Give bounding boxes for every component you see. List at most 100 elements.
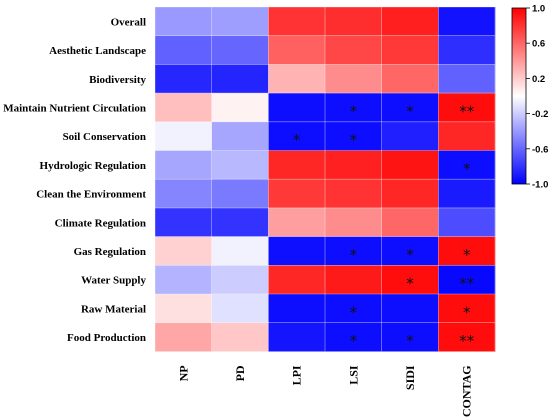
colorbar-tick-label: 0.6 <box>532 39 545 50</box>
heatmap-cell <box>268 294 326 324</box>
heatmap-cell <box>381 207 439 237</box>
row-label: Biodiversity <box>89 74 146 86</box>
heatmap-cell <box>155 236 213 266</box>
heatmap-cell <box>268 236 326 266</box>
heatmap-cell <box>325 7 383 37</box>
column-label: SIDI <box>403 365 417 390</box>
heatmap-cell <box>268 64 326 94</box>
heatmap-cell <box>211 64 269 94</box>
heatmap-cell <box>325 179 383 209</box>
row-labels: Overall Aesthetic Landscape Biodiversity Ma… <box>3 16 146 344</box>
heatmap-cell <box>381 93 439 123</box>
heatmap-cell <box>155 7 213 37</box>
row-label: Raw Material <box>81 303 146 315</box>
heatmap-cell <box>211 294 269 324</box>
significance-marker: ** <box>459 102 475 120</box>
significance-marker: * <box>350 246 358 264</box>
heatmap-cell <box>325 64 383 94</box>
significance-marker: * <box>350 102 358 120</box>
heatmap-cell <box>268 179 326 209</box>
significance-marker: * <box>406 102 414 120</box>
column-label: LPI <box>290 365 304 385</box>
heatmap-cell <box>268 207 326 237</box>
heatmap-cell <box>438 207 496 237</box>
heatmap-cell <box>155 150 213 180</box>
heatmap-cell <box>155 179 213 209</box>
heatmap-cell <box>268 93 326 123</box>
heatmap-cell <box>438 179 496 209</box>
heatmap-cell <box>438 64 496 94</box>
row-label: Climate Regulation <box>55 217 146 229</box>
heatmap-cell <box>268 35 326 65</box>
heatmap-cell <box>155 64 213 94</box>
heatmap-cell <box>155 265 213 295</box>
significance-marker: ** <box>459 275 475 293</box>
significance-marker: ** <box>459 332 475 350</box>
row-label: Soil Conservation <box>63 131 146 143</box>
significance-marker: * <box>350 303 358 321</box>
colorbar-tick-label: -1.0 <box>532 180 548 191</box>
heatmap-cell <box>325 35 383 65</box>
heatmap-cells <box>154 6 496 352</box>
heatmap-cell <box>325 236 383 266</box>
significance-marker: * <box>406 332 414 350</box>
heatmap-cell <box>325 294 383 324</box>
heatmap-cell <box>211 322 269 352</box>
heatmap-cell <box>381 121 439 151</box>
heatmap-cell <box>438 121 496 151</box>
row-label: Hydrologic Regulation <box>40 160 146 172</box>
heatmap-cell <box>381 236 439 266</box>
heatmap-cell <box>268 265 326 295</box>
heatmap-cell <box>438 93 496 123</box>
heatmap-cell <box>381 179 439 209</box>
row-label: Water Supply <box>81 275 146 287</box>
heatmap-cell <box>438 7 496 37</box>
heatmap-cell <box>211 35 269 65</box>
colorbar-tick-label: -0.6 <box>532 144 548 155</box>
heatmap-cell <box>211 150 269 180</box>
heatmap-cell <box>155 35 213 65</box>
heatmap-cell <box>211 207 269 237</box>
heatmap-cell <box>381 150 439 180</box>
heatmap-cell <box>155 121 213 151</box>
significance-marker: * <box>406 246 414 264</box>
colorbar-gradient <box>511 7 527 185</box>
colorbar: 1.0 0.6 0.2 -0.2 -0.6 -1.0 <box>511 4 548 191</box>
colorbar-tick-label: 0.2 <box>532 74 545 85</box>
heatmap-cell <box>211 121 269 151</box>
colorbar-tick-label: -0.2 <box>532 109 548 120</box>
heatmap-cell <box>438 236 496 266</box>
row-label: Clean the Environment <box>36 189 146 201</box>
column-label: PD <box>233 365 247 381</box>
heatmap-cell <box>325 93 383 123</box>
column-label: CONTAG <box>460 365 474 417</box>
heatmap-cell <box>438 294 496 324</box>
heatmap-cell <box>211 265 269 295</box>
row-label: Gas Regulation <box>74 246 146 258</box>
heatmap-cell <box>155 207 213 237</box>
significance-marker: * <box>463 303 471 321</box>
heatmap-cell <box>381 265 439 295</box>
column-label: NP <box>176 365 190 381</box>
heatmap-cell <box>211 236 269 266</box>
heatmap-cell <box>155 322 213 352</box>
heatmap-cell <box>381 322 439 352</box>
heatmap-cell <box>268 121 326 151</box>
column-labels: NP PD LPI LSI SIDI CONTAG <box>176 365 473 417</box>
heatmap-cell <box>211 93 269 123</box>
row-label: Maintain Nutrient Circulation <box>3 102 146 114</box>
heatmap-cell <box>325 207 383 237</box>
heatmap-cell <box>381 7 439 37</box>
heatmap-cell <box>438 35 496 65</box>
heatmap-cell <box>325 265 383 295</box>
heatmap-cell <box>268 150 326 180</box>
heatmap-cell <box>438 265 496 295</box>
significance-markers: * * *** *** * ** *** ** * ** <box>293 102 475 350</box>
row-label: Aesthetic Landscape <box>49 45 146 57</box>
heatmap-cell <box>325 322 383 352</box>
heatmap-cell <box>325 121 383 151</box>
heatmap-cell <box>268 322 326 352</box>
significance-marker: * <box>463 160 471 178</box>
heatmap-cell <box>438 322 496 352</box>
